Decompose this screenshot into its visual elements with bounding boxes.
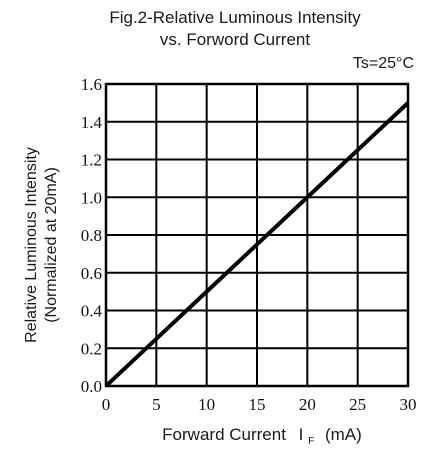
- chart-title: Fig.2-Relative Luminous Intensity: [109, 8, 361, 27]
- y-axis-label: Relative Luminous Intensity: [23, 147, 40, 343]
- chart-subtitle: vs. Forword Current: [160, 30, 310, 49]
- x-axis-label-unit: (mA): [325, 425, 362, 444]
- y-tick-label: 0.4: [81, 302, 103, 321]
- x-tick-label: 15: [249, 395, 266, 414]
- y-tick-label: 0.6: [81, 264, 102, 283]
- y-tick-labels: 0.0 0.2 0.4 0.6 0.8 1.0 1.2 1.4 1.6: [81, 75, 103, 396]
- x-tick-label: 10: [198, 395, 215, 414]
- x-tick-label: 20: [299, 395, 316, 414]
- y-tick-label: 1.4: [81, 113, 103, 132]
- x-axis-label-text: Forward Current: [162, 425, 286, 444]
- y-tick-label: 0.0: [81, 377, 102, 396]
- y-tick-label: 1.2: [81, 151, 102, 170]
- x-tick-label: 0: [102, 395, 111, 414]
- x-axis-label: Forward Current I F (mA): [162, 425, 362, 448]
- x-axis-label-subscript: F: [308, 436, 314, 447]
- x-tick-label: 5: [152, 395, 161, 414]
- series-line: [104, 101, 410, 388]
- x-axis-label-symbol: I: [299, 425, 304, 444]
- y-tick-label: 1.0: [81, 188, 102, 207]
- x-tick-label: 30: [400, 395, 417, 414]
- y-axis-label-sub: (Normalized at 20mA): [43, 167, 60, 323]
- y-tick-label: 0.2: [81, 339, 102, 358]
- plot-frame: [104, 82, 410, 388]
- test-condition: Ts=25°C: [353, 55, 414, 72]
- x-tick-labels: 0 5 10 15 20 25 30: [102, 395, 417, 414]
- y-tick-label: 0.8: [81, 226, 102, 245]
- y-tick-label: 1.6: [81, 75, 102, 94]
- grid-lines: [106, 84, 408, 386]
- x-tick-label: 25: [349, 395, 366, 414]
